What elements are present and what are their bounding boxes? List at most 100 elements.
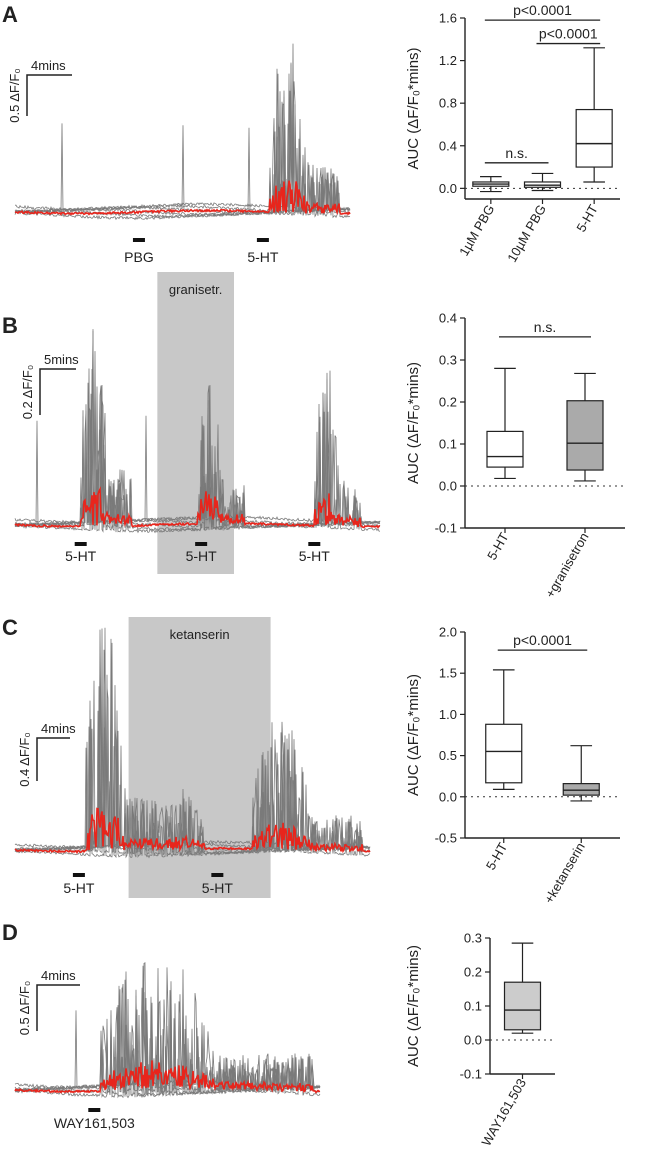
stimulus-label: 5-HT bbox=[202, 880, 234, 896]
box-0 bbox=[486, 367, 524, 480]
stimulus-marker bbox=[308, 542, 321, 546]
cell-trace bbox=[14, 968, 321, 1099]
mean-trace bbox=[14, 807, 371, 855]
iqr-box bbox=[485, 723, 523, 784]
box-0 bbox=[485, 669, 523, 790]
scale-bar bbox=[39, 368, 76, 415]
scale-amplitude-label: 0.2 ΔF/F₀ bbox=[20, 365, 35, 420]
stimulus-label: WAY161,503 bbox=[54, 1115, 135, 1131]
cell-trace bbox=[14, 138, 351, 221]
panel-letter: C bbox=[2, 615, 18, 640]
iqr-box bbox=[562, 783, 600, 796]
box-1 bbox=[566, 372, 604, 482]
y-tick-label: 0.0 bbox=[439, 181, 457, 196]
stimulus-marker bbox=[211, 873, 224, 877]
mean-trace bbox=[14, 486, 381, 529]
significance-label: p<0.0001 bbox=[513, 632, 572, 648]
y-tick-label: 0.0 bbox=[464, 1033, 482, 1048]
iqr-box bbox=[575, 108, 613, 168]
box-2 bbox=[575, 47, 613, 183]
category-label: 5-HT bbox=[573, 202, 600, 235]
mean-trace bbox=[14, 180, 351, 216]
stimulus-label: PBG bbox=[124, 249, 154, 265]
y-tick-label: 0.0 bbox=[439, 789, 457, 804]
panel-letter: B bbox=[2, 313, 18, 338]
y-tick-label: 0.0 bbox=[439, 479, 457, 494]
scale-time-label: 4mins bbox=[41, 968, 76, 983]
stimulus-marker bbox=[72, 873, 85, 877]
scale-amplitude-label: 0.4 ΔF/F₀ bbox=[17, 732, 32, 787]
significance-label: n.s. bbox=[505, 145, 528, 161]
panel-letter: A bbox=[2, 2, 18, 27]
y-tick-label: 0.5 bbox=[439, 748, 457, 763]
y-tick-label: -0.1 bbox=[460, 1067, 482, 1082]
stimulus-marker bbox=[195, 542, 208, 546]
panel-letter: D bbox=[2, 920, 18, 945]
category-label: 1µM PBG bbox=[456, 202, 497, 259]
y-tick-label: 1.6 bbox=[439, 11, 457, 26]
category-label: 5-HT bbox=[484, 530, 511, 563]
stimulus-marker bbox=[256, 238, 269, 242]
stimulus-label: 5-HT bbox=[186, 548, 218, 564]
auc-boxplot-c: -0.5 0.0 0.5 1.0 1.5 2.0 AUC (ΔF/F₀*mins) 5-HT +… bbox=[405, 625, 620, 906]
significance-label: p<0.0001 bbox=[513, 2, 572, 18]
cell-trace bbox=[14, 627, 371, 859]
significance-label: p<0.0001 bbox=[539, 26, 598, 42]
stimulus-marker bbox=[88, 1108, 101, 1112]
scale-amplitude-label: 0.5 ΔF/F₀ bbox=[7, 68, 22, 123]
auc-boxplot-d: -0.1 0.0 0.1 0.2 0.3 AUC (ΔF/F₀*mins) WAY161,5… bbox=[405, 931, 555, 1149]
scale-bar bbox=[26, 74, 72, 116]
stimulus-label: 5-HT bbox=[63, 880, 95, 896]
drug-label: granisetr. bbox=[169, 282, 222, 297]
trace-panel-a: 4mins 0.5 ΔF/F₀ PBG 5-HT A bbox=[2, 2, 351, 265]
box-0 bbox=[503, 942, 542, 1034]
iqr-box bbox=[503, 981, 542, 1031]
y-tick-label: 0.3 bbox=[439, 353, 457, 368]
y-tick-label: 0.2 bbox=[439, 395, 457, 410]
y-tick-label: 0.8 bbox=[439, 96, 457, 111]
box-1 bbox=[562, 745, 600, 802]
trace-panel-b: granisetr. 5mins 0.2 ΔF/F₀ 5-HT 5-HT 5-HT B bbox=[2, 272, 381, 574]
category-label: +granisetron bbox=[542, 530, 591, 600]
y-tick-label: 1.0 bbox=[439, 707, 457, 722]
scale-amplitude-label: 0.5 ΔF/F₀ bbox=[17, 981, 32, 1036]
category-label: WAY161,503 bbox=[479, 1076, 530, 1149]
y-tick-label: 0.2 bbox=[464, 965, 482, 980]
scale-time-label: 5mins bbox=[44, 352, 79, 367]
iqr-box bbox=[566, 400, 604, 471]
category-label: +ketanserin bbox=[541, 840, 588, 906]
y-tick-label: -0.5 bbox=[435, 831, 457, 846]
y-axis-title: AUC (ΔF/F₀*mins) bbox=[405, 945, 422, 1067]
scale-bar bbox=[36, 737, 70, 781]
y-tick-label: 0.4 bbox=[439, 138, 457, 153]
y-tick-label: 1.2 bbox=[439, 53, 457, 68]
stimulus-label: 5-HT bbox=[247, 249, 279, 265]
scale-time-label: 4mins bbox=[31, 58, 66, 73]
stimulus-marker bbox=[132, 238, 145, 242]
stimulus-label: 5-HT bbox=[65, 548, 97, 564]
drug-label: ketanserin bbox=[170, 627, 230, 642]
box-1 bbox=[523, 172, 562, 192]
y-tick-label: 2.0 bbox=[439, 625, 457, 640]
trace-panel-c: ketanserin 4mins 0.4 ΔF/F₀ 5-HT 5-HT C bbox=[2, 615, 371, 898]
auc-boxplot-a: 0.0 0.4 0.8 1.2 1.6 AUC (ΔF/F₀*mins) 1µM PBG 10… bbox=[405, 2, 620, 265]
iqr-box bbox=[486, 430, 524, 468]
y-tick-label: 0.4 bbox=[439, 311, 457, 326]
trace-panel-d: 4mins 0.5 ΔF/F₀ WAY161,503 D bbox=[2, 920, 321, 1131]
stimulus-label: 5-HT bbox=[299, 548, 331, 564]
y-axis-title: AUC (ΔF/F₀*mins) bbox=[405, 674, 422, 796]
y-axis-title: AUC (ΔF/F₀*mins) bbox=[405, 47, 422, 169]
y-tick-label: 0.1 bbox=[439, 437, 457, 452]
y-tick-label: 1.5 bbox=[439, 666, 457, 681]
significance-label: n.s. bbox=[534, 319, 557, 335]
y-axis-title: AUC (ΔF/F₀*mins) bbox=[405, 362, 422, 484]
category-label: 10µM PBG bbox=[504, 202, 549, 265]
y-tick-label: -0.1 bbox=[435, 521, 457, 536]
scale-time-label: 4mins bbox=[41, 721, 76, 736]
category-label: 5-HT bbox=[483, 840, 510, 873]
scale-bar bbox=[36, 984, 80, 1031]
box-0 bbox=[472, 176, 510, 193]
auc-boxplot-b: -0.1 0.0 0.1 0.2 0.3 0.4 AUC (ΔF/F₀*mins) 5-HT +… bbox=[405, 311, 625, 600]
stimulus-marker bbox=[74, 542, 87, 546]
